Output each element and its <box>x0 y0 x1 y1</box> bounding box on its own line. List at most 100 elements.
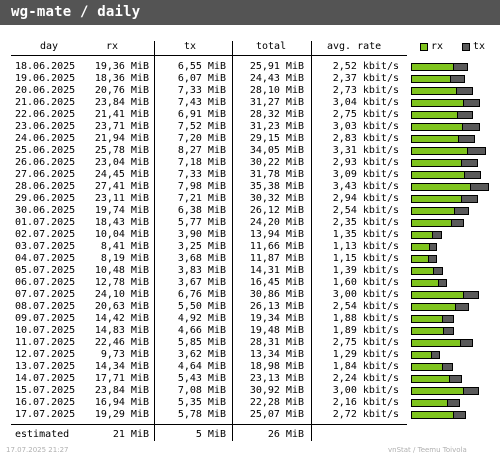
row-day: 14.07.2025 <box>15 373 76 384</box>
tx-bar-segment <box>449 375 462 383</box>
header-tx: tx <box>184 41 197 52</box>
row-total: 13,34 MiB <box>249 349 304 360</box>
row-rx: 23,04 MiB <box>94 157 149 168</box>
rx-bar-segment <box>411 267 434 275</box>
traffic-bar <box>411 63 468 71</box>
table-row: 25.06.2025 25,78 MiB 8,27 MiB 34,05 MiB 3,31… <box>0 145 500 157</box>
row-rx: 21,94 MiB <box>94 133 149 144</box>
footer-timestamp: 17.07.2025 21:27 <box>6 446 69 454</box>
row-rx: 14,34 MiB <box>94 361 149 372</box>
traffic-bar <box>411 99 480 107</box>
row-avg-rate: 2,83 kbit/s <box>332 133 399 144</box>
rx-bar-segment <box>411 255 429 263</box>
row-tx: 5,43 MiB <box>177 373 226 384</box>
row-total: 13,94 MiB <box>249 229 304 240</box>
row-tx: 3,62 MiB <box>177 349 226 360</box>
tx-bar-segment <box>438 279 447 287</box>
row-tx: 7,33 MiB <box>177 85 226 96</box>
traffic-bar <box>411 267 443 275</box>
table-row: 30.06.2025 19,74 MiB 6,38 MiB 26,12 MiB 2,54… <box>0 205 500 217</box>
row-tx: 7,98 MiB <box>177 181 226 192</box>
rx-bar-segment <box>411 399 448 407</box>
row-total: 25,07 MiB <box>249 409 304 420</box>
row-total: 28,31 MiB <box>249 337 304 348</box>
rx-bar-segment <box>411 339 461 347</box>
table-row: 03.07.2025 8,41 MiB 3,25 MiB 11,66 MiB 1,13 … <box>0 241 500 253</box>
traffic-bar <box>411 75 465 83</box>
row-total: 18,98 MiB <box>249 361 304 372</box>
tx-bar-segment <box>463 99 480 107</box>
tx-bar-segment <box>461 159 478 167</box>
row-total: 26,13 MiB <box>249 301 304 312</box>
row-day: 09.07.2025 <box>15 313 76 324</box>
table-row: 09.07.2025 14,42 MiB 4,92 MiB 19,34 MiB 1,88… <box>0 313 500 325</box>
table-row: 15.07.2025 23,84 MiB 7,08 MiB 30,92 MiB 3,00… <box>0 385 500 397</box>
row-avg-rate: 2,75 kbit/s <box>332 337 399 348</box>
estimated-row: estimated 21 MiB 5 MiB 26 MiB <box>0 429 500 441</box>
row-day: 20.06.2025 <box>15 85 76 96</box>
rx-bar-segment <box>411 363 443 371</box>
row-avg-rate: 3,04 kbit/s <box>332 97 399 108</box>
title-bar: wg-mate / daily <box>0 0 500 25</box>
row-avg-rate: 2,93 kbit/s <box>332 157 399 168</box>
tx-bar-segment <box>463 387 479 395</box>
row-tx: 7,43 MiB <box>177 97 226 108</box>
row-rx: 14,83 MiB <box>94 325 149 336</box>
traffic-bar <box>411 399 460 407</box>
table-row: 22.06.2025 21,41 MiB 6,91 MiB 28,32 MiB 2,75… <box>0 109 500 121</box>
tx-bar-segment <box>442 315 454 323</box>
tx-bar-segment <box>467 147 486 155</box>
traffic-bar <box>411 363 453 371</box>
estimate-divider <box>11 424 407 425</box>
row-tx: 3,68 MiB <box>177 253 226 264</box>
tx-bar-segment <box>463 291 479 299</box>
row-avg-rate: 2,54 kbit/s <box>332 205 399 216</box>
traffic-bar <box>411 291 479 299</box>
estimated-total: 26 MiB <box>267 429 304 440</box>
row-rx: 19,36 MiB <box>94 61 149 72</box>
row-tx: 5,50 MiB <box>177 301 226 312</box>
header-day: day <box>40 41 59 52</box>
table-row: 19.06.2025 18,36 MiB 6,07 MiB 24,43 MiB 2,37… <box>0 73 500 85</box>
row-rx: 9,73 MiB <box>100 349 149 360</box>
row-tx: 6,07 MiB <box>177 73 226 84</box>
row-total: 25,91 MiB <box>249 61 304 72</box>
row-avg-rate: 1,39 kbit/s <box>332 265 399 276</box>
header-total: total <box>256 41 287 52</box>
table-row: 06.07.2025 12,78 MiB 3,67 MiB 16,45 MiB 1,60… <box>0 277 500 289</box>
table-row: 01.07.2025 18,43 MiB 5,77 MiB 24,20 MiB 2,35… <box>0 217 500 229</box>
row-rx: 17,71 MiB <box>94 373 149 384</box>
row-rx: 23,84 MiB <box>94 97 149 108</box>
row-rx: 25,78 MiB <box>94 145 149 156</box>
tx-bar-segment <box>442 363 453 371</box>
rx-bar-segment <box>411 123 463 131</box>
table-row: 08.07.2025 20,63 MiB 5,50 MiB 26,13 MiB 2,54… <box>0 301 500 313</box>
traffic-bar <box>411 111 473 119</box>
row-rx: 8,41 MiB <box>100 241 149 252</box>
row-day: 22.06.2025 <box>15 109 76 120</box>
row-tx: 4,66 MiB <box>177 325 226 336</box>
row-rx: 23,11 MiB <box>94 193 149 204</box>
table-row: 21.06.2025 23,84 MiB 7,43 MiB 31,27 MiB 3,04… <box>0 97 500 109</box>
row-tx: 6,91 MiB <box>177 109 226 120</box>
table-row: 16.07.2025 16,94 MiB 5,35 MiB 22,28 MiB 2,16… <box>0 397 500 409</box>
row-day: 28.06.2025 <box>15 181 76 192</box>
row-day: 29.06.2025 <box>15 193 76 204</box>
tx-bar-segment <box>453 411 466 419</box>
row-tx: 7,52 MiB <box>177 121 226 132</box>
rx-bar-segment <box>411 183 471 191</box>
legend-tx-label: tx <box>473 41 486 52</box>
row-avg-rate: 2,16 kbit/s <box>332 397 399 408</box>
rx-bar-segment <box>411 147 468 155</box>
tx-bar-segment <box>464 171 481 179</box>
traffic-bar <box>411 387 479 395</box>
traffic-bar <box>411 159 478 167</box>
row-total: 22,28 MiB <box>249 397 304 408</box>
row-rx: 21,41 MiB <box>94 109 149 120</box>
rx-bar-segment <box>411 135 459 143</box>
table-row: 07.07.2025 24,10 MiB 6,76 MiB 30,86 MiB 3,00… <box>0 289 500 301</box>
tx-bar-segment <box>433 267 443 275</box>
row-tx: 3,67 MiB <box>177 277 226 288</box>
tx-bar-segment <box>454 207 469 215</box>
row-avg-rate: 2,37 kbit/s <box>332 73 399 84</box>
